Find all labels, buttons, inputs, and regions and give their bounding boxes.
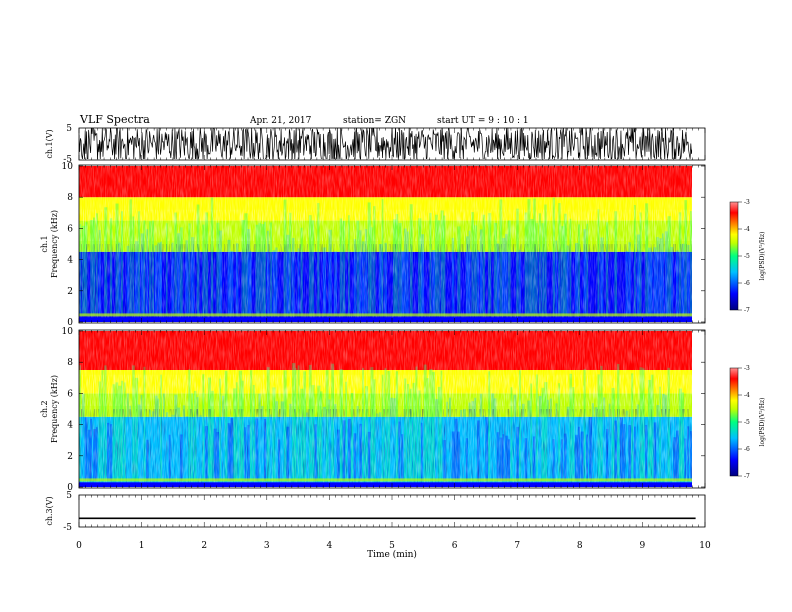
station-label: station= ZGN	[343, 116, 406, 126]
ch2-colorbar-label: log(PSD)(V²/Hz)	[759, 398, 766, 447]
time-axis-ticks: 0 1 2 3 4 5 6 7 8 9 10	[76, 128, 711, 551]
spectrogram-ytick-label: 10	[62, 162, 74, 172]
figure-title: VLF Spectra	[79, 113, 150, 126]
start-time-label: start UT = 9 : 10 : 1	[437, 116, 529, 126]
colorbar-tick-label: -3	[744, 199, 750, 206]
time-tick-label: 8	[577, 541, 583, 551]
spectrogram-base-band	[79, 317, 692, 322]
time-tick-label: 1	[139, 541, 145, 551]
spectrogram-ytick-label: 6	[67, 389, 73, 399]
ch2-spectrogram-image	[79, 331, 695, 487]
ch2-colorbar-ticks: -3 -4 -5 -6 -7	[738, 365, 750, 480]
ch2-spectrogram-yticks: 0 2 4 6 8 10	[62, 327, 705, 493]
time-tick-label: 4	[327, 541, 333, 551]
time-axis-label: Time (min)	[367, 549, 417, 560]
spectrogram-ytick-label: 2	[67, 287, 73, 297]
ch3-waveform-ylabel: ch.3(V)	[45, 496, 54, 525]
spectrogram-texture	[79, 409, 692, 487]
date-label: Apr. 21, 2017	[249, 116, 312, 126]
ch1-spectrogram-ylabel-frequency: Frequency (kHz)	[50, 210, 59, 278]
colorbar-tick-label: -6	[744, 446, 750, 453]
ch2-spectrogram-ylabel-channel: ch.2	[40, 400, 49, 417]
ch1-spectrogram-panel: 0 2 4 6 8 10 ch.1 Frequency (kHz)	[40, 162, 706, 328]
ch1-waveform-path	[79, 128, 692, 159]
spectrogram-ytick-label: 2	[67, 452, 73, 462]
spectrogram-streak	[693, 204, 696, 316]
ch3-ytick-bottom: -5	[63, 523, 72, 533]
spectrogram-base-band	[79, 482, 692, 487]
spectrogram-ytick-label: 10	[62, 327, 74, 337]
ch1-ytick-bottom: -5	[63, 155, 72, 165]
ch1-colorbar-ticks: -3 -4 -5 -6 -7	[738, 199, 750, 314]
ch2-colorbar-gradient	[729, 367, 739, 477]
spectrogram-ytick-label: 4	[67, 421, 73, 431]
spectrogram-streak	[693, 408, 695, 481]
time-tick-label: 10	[699, 541, 711, 551]
ch3-ytick-top: 5	[66, 491, 72, 501]
ch1-colorbar: -3 -4 -5 -6 -7 log(PSD)(V²/Hz)	[729, 199, 766, 314]
spectrogram-lowfreq-line	[79, 313, 692, 317]
spectrogram-ytick-label: 6	[67, 224, 73, 234]
time-tick-label: 7	[514, 541, 520, 551]
colorbar-tick-label: -5	[744, 419, 750, 426]
spectrogram-ytick-label: 4	[67, 256, 73, 266]
ch2-colorbar: -3 -4 -5 -6 -7 log(PSD)(V²/Hz)	[729, 365, 766, 480]
time-tick-label: 9	[640, 541, 646, 551]
ch1-spectrogram-ylabel-channel: ch.1	[40, 235, 49, 252]
ch1-waveform-ylabel: ch.1(V)	[45, 129, 54, 158]
spectrogram-ytick-label: 0	[67, 318, 73, 328]
spectrogram-ytick-label: 8	[67, 358, 73, 368]
spectrogram-lowfreq-line	[79, 478, 692, 482]
colorbar-tick-label: -4	[744, 226, 750, 233]
colorbar-tick-label: -7	[744, 473, 750, 480]
ch2-spectrogram-panel: 0 2 4 6 8 10 ch.2 Frequency (kHz)	[40, 327, 706, 493]
ch1-colorbar-label: log(PSD)(V²/Hz)	[759, 232, 766, 281]
ch1-colorbar-gradient	[729, 201, 739, 311]
spectrogram-ytick-label: 0	[67, 483, 73, 493]
ch2-spectrogram-ylabel-frequency: Frequency (kHz)	[50, 375, 59, 443]
ch1-ytick-top: 5	[66, 124, 72, 134]
time-tick-label: 5	[389, 541, 395, 551]
colorbar-tick-label: -6	[744, 280, 750, 287]
ch1-waveform-trace	[79, 128, 692, 159]
spectrogram-ytick-label: 8	[67, 193, 73, 203]
colorbar-tick-label: -5	[744, 253, 750, 260]
time-tick-label: 0	[76, 541, 82, 551]
colorbar-tick-label: -3	[744, 365, 750, 372]
spectrogram-texture	[79, 244, 692, 322]
time-tick-label: 2	[201, 541, 207, 551]
colorbar-tick-label: -7	[744, 307, 750, 314]
colorbar-tick-label: -4	[744, 392, 750, 399]
time-tick-label: 6	[452, 541, 458, 551]
ch1-waveform-panel: 5 -5 ch.1(V)	[45, 124, 706, 165]
time-tick-label: 3	[264, 541, 270, 551]
ch1-spectrogram-yticks: 0 2 4 6 8 10	[62, 162, 705, 328]
ch3-waveform-panel: 5 -5 ch.3(V) 0 1 2 3 4 5 6 7 8 9 10 Time (min)	[45, 128, 711, 560]
ch1-spectrogram-image	[79, 166, 696, 322]
